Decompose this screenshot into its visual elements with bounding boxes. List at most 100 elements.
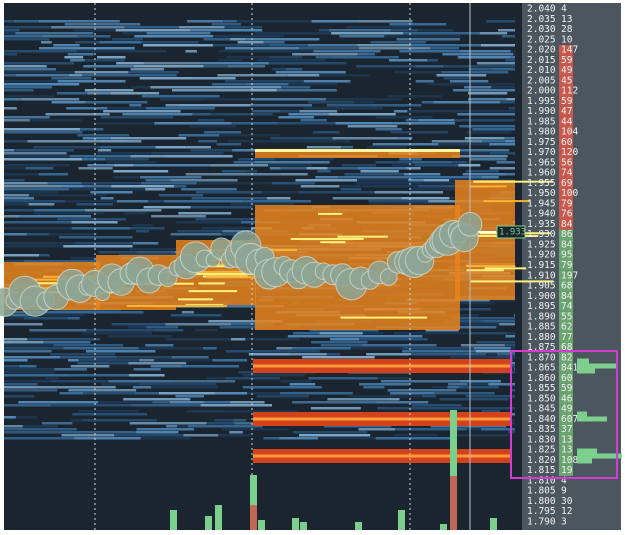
liquidity-band — [477, 62, 515, 65]
liquidity-band — [332, 137, 398, 140]
liquidity-band — [472, 128, 515, 131]
liquidity-band — [145, 344, 174, 347]
liquidity-band — [4, 260, 24, 263]
liquidity-band — [339, 35, 385, 38]
liquidity-band — [222, 428, 289, 431]
size-label: 9 — [561, 486, 567, 497]
liquidity-band — [218, 434, 251, 437]
liquidity-band — [270, 137, 333, 140]
price-label: 1.935 — [527, 219, 556, 230]
liquidity-band — [208, 320, 283, 323]
liquidity-band — [195, 329, 219, 332]
liquidity-band — [115, 29, 191, 32]
liquidity-band — [90, 191, 133, 194]
liquidity-band — [263, 41, 285, 44]
liquidity-band — [4, 203, 29, 206]
trade-bubble — [457, 211, 483, 237]
liquidity-band — [4, 65, 47, 68]
liquidity-band — [4, 68, 57, 71]
liquidity-band — [97, 149, 112, 152]
liquidity-band — [70, 365, 110, 368]
price-label: 1.830 — [527, 434, 556, 445]
liquidity-band — [204, 401, 231, 404]
liquidity-band — [107, 107, 147, 110]
liquidity-band — [394, 434, 438, 437]
ask-size-cell — [559, 188, 573, 199]
liquidity-band — [71, 221, 118, 224]
size-label: 69 — [561, 178, 573, 189]
ask-size-cell — [559, 219, 573, 230]
liquidity-band — [82, 137, 111, 140]
liquidity-band — [145, 179, 171, 182]
ask-size-cell — [559, 209, 573, 220]
liquidity-band — [248, 353, 290, 356]
liquidity-band — [4, 242, 76, 245]
size-label: 59 — [561, 55, 573, 66]
liquidity-band — [377, 377, 409, 380]
liquidity-band — [4, 155, 70, 158]
size-label: 1084 — [561, 455, 584, 466]
liquidity-band — [87, 92, 100, 95]
liquidity-band — [112, 176, 141, 179]
liquidity-band — [413, 161, 452, 164]
liquidity-band — [245, 338, 300, 341]
liquidity-band — [128, 71, 179, 74]
liquidity-band — [448, 383, 468, 386]
volume-bar — [440, 524, 447, 530]
highlight-box — [510, 350, 618, 479]
liquidity-band — [190, 206, 253, 209]
liquidity-band — [280, 392, 353, 395]
liquidity-band — [124, 26, 180, 29]
price-label: 1.965 — [527, 157, 556, 168]
liquidity-band — [510, 389, 515, 392]
ask-size-cell — [559, 75, 573, 87]
liquidity-band — [481, 410, 500, 413]
liquidity-band — [302, 356, 375, 359]
liquidity-band — [403, 173, 441, 176]
liquidity-band — [42, 35, 77, 38]
price-label: 1.795 — [527, 506, 556, 517]
liquidity-band — [226, 56, 270, 59]
liquidity-band — [195, 191, 263, 194]
size-label: 79 — [561, 198, 573, 209]
liquidity-hot — [290, 237, 364, 240]
liquidity-band — [202, 347, 217, 350]
liquidity-hot — [484, 267, 527, 270]
liquidity-hot — [177, 298, 214, 301]
liquidity-band — [430, 425, 507, 428]
liquidity-band — [394, 71, 442, 74]
liquidity-band — [152, 401, 170, 404]
liquidity-band — [238, 158, 276, 161]
liquidity-band — [288, 83, 338, 86]
liquidity-band — [90, 389, 137, 392]
liquidity-band — [307, 44, 358, 47]
liquidity-band — [390, 131, 448, 134]
liquidity-band — [46, 377, 59, 380]
liquidity-band — [449, 80, 489, 83]
liquidity-band — [315, 56, 333, 59]
liquidity-band — [116, 200, 149, 203]
liquidity-band — [418, 185, 474, 188]
price-label: 1.825 — [527, 445, 556, 456]
liquidity-band — [505, 335, 515, 338]
liquidity-band — [228, 65, 266, 68]
liquidity-band — [326, 104, 370, 107]
liquidity-band — [446, 149, 510, 152]
profile-bar — [577, 416, 607, 422]
liquidity-band — [374, 191, 444, 194]
liquidity-band — [285, 68, 303, 71]
liquidity-band — [175, 395, 205, 398]
liquidity-band — [108, 380, 171, 383]
liquidity-band — [84, 59, 125, 62]
liquidity-band — [106, 218, 126, 221]
liquidity-band — [158, 392, 215, 395]
liquidity-band — [230, 401, 265, 404]
size-label: 77 — [561, 332, 572, 343]
liquidity-band — [213, 35, 285, 38]
liquidity-band — [150, 365, 182, 368]
liquidity-band — [67, 317, 80, 320]
liquidity-band — [56, 92, 88, 95]
liquidity-band — [100, 146, 156, 149]
ask-size-cell — [559, 96, 573, 107]
liquidity-band — [145, 188, 166, 191]
